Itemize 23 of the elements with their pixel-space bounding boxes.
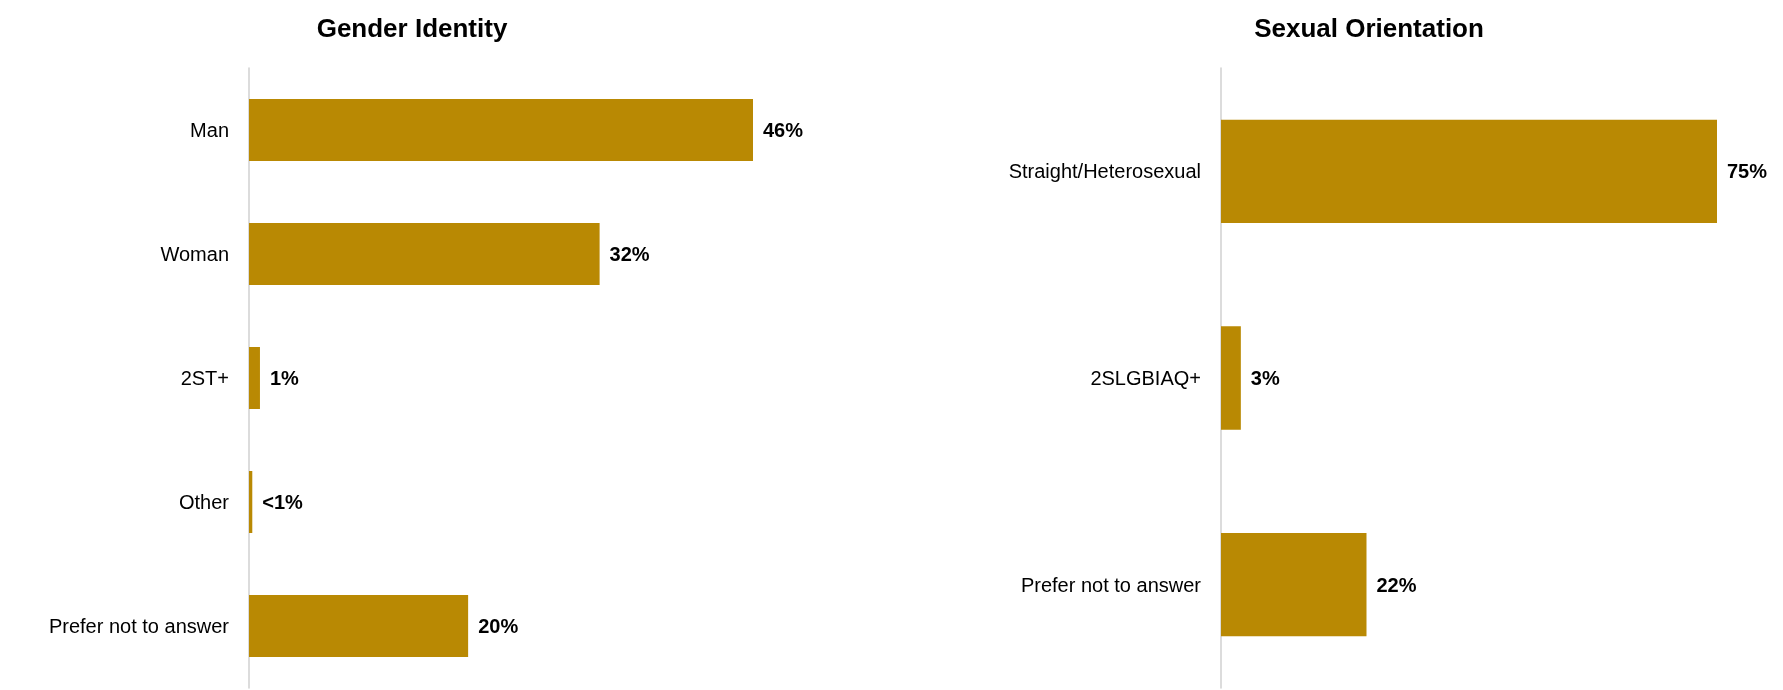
- data-label: 22%: [1376, 573, 1417, 596]
- bar: [249, 99, 753, 161]
- bar: [249, 223, 600, 285]
- bar: [249, 471, 253, 533]
- chart-title: Gender Identity: [316, 13, 508, 43]
- data-label: 75%: [1727, 160, 1768, 183]
- bar: [249, 347, 260, 409]
- y-tick-label: Other: [178, 491, 230, 513]
- data-label: 3%: [1250, 367, 1280, 389]
- data-label: 1%: [269, 367, 300, 389]
- y-tick-label: Prefer not to answer: [1020, 573, 1202, 596]
- y-tick-label: Man: [190, 119, 229, 141]
- data-label: 32%: [609, 243, 650, 265]
- y-tick-label: Prefer not to answer: [48, 615, 230, 637]
- chart-title: Sexual Orientation: [1254, 13, 1484, 43]
- y-tick-label: 2ST+: [180, 367, 229, 389]
- data-label: <1%: [262, 491, 304, 513]
- y-tick-label: Straight/Heterosexual: [1008, 160, 1201, 183]
- y-tick-label: 2SLGBIAQ+: [1090, 367, 1201, 389]
- data-label: 46%: [763, 119, 804, 141]
- y-tick-label: Woman: [160, 243, 229, 265]
- bar: [249, 595, 469, 657]
- data-label: 20%: [478, 615, 519, 637]
